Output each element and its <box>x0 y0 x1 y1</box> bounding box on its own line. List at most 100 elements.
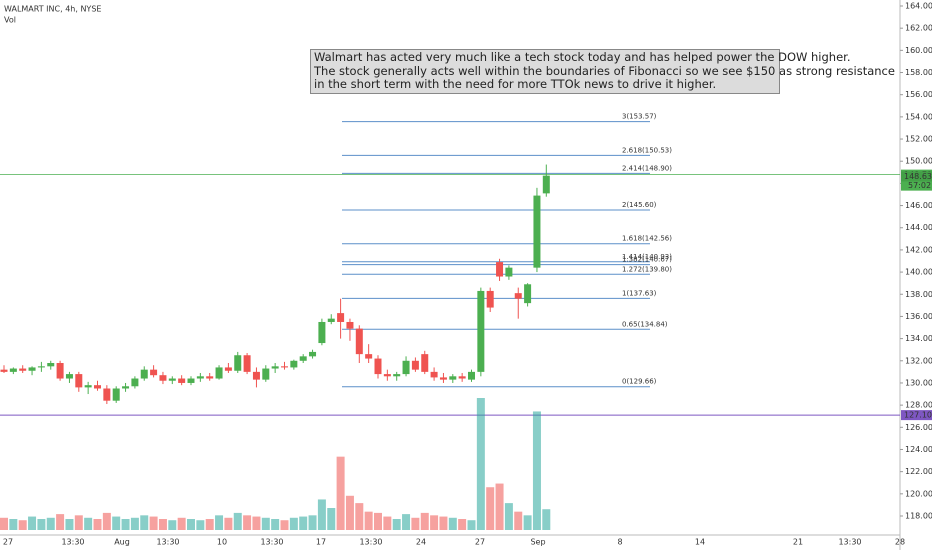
volume-bar <box>383 516 392 530</box>
volume-bar <box>430 515 439 530</box>
volume-bar <box>205 519 214 530</box>
y-tick-label: 126.00 <box>905 423 932 432</box>
candle-body <box>9 368 17 372</box>
candle-body <box>299 356 307 361</box>
y-tick-label: 162.00 <box>905 24 932 33</box>
volume-bar <box>317 499 326 530</box>
candle-body <box>309 351 317 357</box>
volume-bar <box>392 519 401 530</box>
y-tick-label: 142.00 <box>905 245 932 254</box>
volume-bar <box>476 398 485 530</box>
fib-label: 1.414(140.93) <box>622 253 672 261</box>
candle-body <box>327 318 335 322</box>
x-tick-label: 8 <box>617 538 622 547</box>
fib-label: 2.618(150.53) <box>622 146 672 154</box>
volume-bar <box>336 456 345 530</box>
x-tick-label: 13:30 <box>359 538 382 547</box>
y-tick-label: 160.00 <box>905 46 932 55</box>
candle-body <box>159 375 167 381</box>
candle-body <box>477 290 485 372</box>
volume-bar <box>523 515 532 530</box>
volume-bar <box>439 516 448 530</box>
y-tick-label: 156.00 <box>905 90 932 99</box>
y-tick-label: 140.00 <box>905 268 932 277</box>
annotation-line: Walmart has acted very much like a tech … <box>314 50 851 64</box>
y-tick-label: 134.00 <box>905 334 932 343</box>
volume-bar <box>280 520 289 530</box>
countdown-label: 57:02 <box>908 181 931 190</box>
candle-body <box>290 360 298 368</box>
volume-bar <box>168 520 177 530</box>
volume-bar <box>448 517 457 530</box>
y-tick-label: 154.00 <box>905 112 932 121</box>
price-tag <box>901 171 932 182</box>
y-tick-label: 120.00 <box>905 489 932 498</box>
candle-body <box>346 321 354 329</box>
volume-bar <box>233 512 242 530</box>
y-tick-label: 118.00 <box>905 512 932 521</box>
volume-bar <box>299 516 308 530</box>
volume-bar <box>514 511 523 530</box>
volume-bar <box>112 516 121 530</box>
bid-price-label: 148.63 <box>904 172 932 181</box>
candle-body <box>262 368 270 380</box>
candle-body <box>393 374 401 377</box>
volume-bar <box>532 411 541 530</box>
price-tag <box>901 410 932 421</box>
volume-bar <box>271 519 280 530</box>
candle-body <box>281 366 288 368</box>
volume-bar <box>93 519 102 530</box>
volume-bar <box>121 519 130 530</box>
candle-body <box>449 376 457 380</box>
candle-body <box>318 321 326 344</box>
volume-bar <box>224 517 233 530</box>
candle-body <box>383 374 391 377</box>
candle-body <box>355 328 363 355</box>
candle-body <box>421 354 429 372</box>
candle-body <box>458 376 466 379</box>
volume-bar <box>411 517 420 530</box>
annotation-box: Walmart has acted very much like a tech … <box>310 49 895 94</box>
candle-body <box>365 354 373 359</box>
volume-bar <box>9 519 18 530</box>
fib-label: 1.618(142.56) <box>622 235 672 243</box>
volume-bar <box>130 517 139 530</box>
volume-bar <box>149 516 158 530</box>
x-tick-label: 27 <box>475 538 485 547</box>
x-tick-label: 13:30 <box>260 538 283 547</box>
candle-body <box>19 368 27 371</box>
price-axis <box>900 0 932 550</box>
candle-body <box>215 367 223 379</box>
candle-body <box>411 360 419 370</box>
candle-body <box>65 374 73 379</box>
fib-label: 0(129.66) <box>622 378 657 386</box>
volume-bar <box>467 520 476 530</box>
volume-bar <box>355 503 364 530</box>
volume-bar <box>542 509 551 530</box>
candle-body <box>94 385 101 389</box>
volume-bar <box>158 519 167 530</box>
y-tick-label: 144.00 <box>905 223 932 232</box>
x-tick-label: 14 <box>695 538 705 547</box>
volume-bar <box>458 519 467 530</box>
candle-body <box>206 376 214 379</box>
fib-label: 1.382(140.67) <box>622 256 672 264</box>
volume-bar <box>18 520 27 530</box>
x-tick-label: 24 <box>416 538 426 547</box>
annotation-line: in the short term with the need for more… <box>314 77 717 91</box>
candle-body <box>533 195 541 268</box>
volume-bar <box>252 516 261 530</box>
volume-bar <box>486 487 495 530</box>
volume-bar <box>196 520 205 530</box>
volume-bar <box>495 483 504 530</box>
fib-label: 2(145.60) <box>622 201 657 209</box>
volume-bar <box>84 517 93 530</box>
y-tick-label: 122.00 <box>905 467 932 476</box>
fib-label: 3(153.57) <box>622 113 657 121</box>
volume-bar <box>177 517 186 530</box>
x-tick-label: 10 <box>217 538 227 547</box>
volume-bar <box>374 512 382 530</box>
volume-bar <box>65 519 74 530</box>
volume-bar <box>0 517 8 530</box>
